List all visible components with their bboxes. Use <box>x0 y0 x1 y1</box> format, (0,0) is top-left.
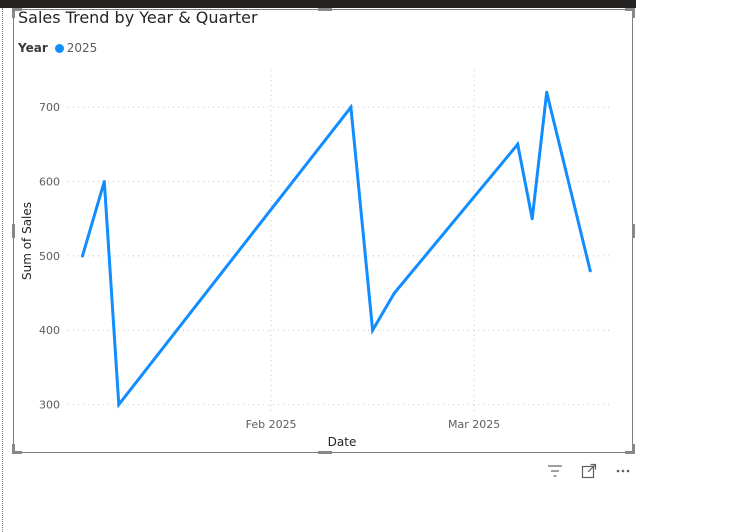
data-point-7 <box>530 217 534 221</box>
resize-handle-bottom[interactable] <box>318 451 332 454</box>
resize-handle-bottom-left[interactable] <box>12 451 22 454</box>
data-point-8 <box>545 90 549 94</box>
data-point-3 <box>349 105 353 109</box>
focus-mode-icon <box>581 463 597 479</box>
series-layer <box>81 90 592 409</box>
resize-handle-top-left[interactable] <box>12 8 22 11</box>
x-tick-label-0: Feb 2025 <box>246 418 297 431</box>
x-axis-title: Date <box>328 435 357 449</box>
resize-handle-left[interactable] <box>12 224 15 238</box>
gridlines <box>68 70 612 412</box>
legend-marker-icon <box>54 43 64 53</box>
top-bar-gap <box>636 0 745 8</box>
data-point-0 <box>81 254 85 258</box>
data-point-9 <box>588 269 592 273</box>
resize-handle-bottom-left-v[interactable] <box>12 444 15 454</box>
y-axis-ticks: 300 400 500 600 700 <box>39 101 60 411</box>
resize-handle-top-left-v[interactable] <box>12 8 15 18</box>
focus-mode-button[interactable] <box>572 460 606 482</box>
resize-handle-top-right-v[interactable] <box>632 8 635 18</box>
resize-handle-top-right[interactable] <box>625 8 635 11</box>
more-options-icon <box>616 469 630 473</box>
legend: Year 2025 <box>18 40 97 56</box>
filter-button[interactable] <box>538 460 572 482</box>
filter-icon <box>548 465 562 477</box>
visual-header-toolbar <box>538 460 640 482</box>
y-tick-label-700: 700 <box>39 101 60 114</box>
resize-handle-right[interactable] <box>632 224 635 238</box>
x-tick-label-1: Mar 2025 <box>448 418 500 431</box>
legend-title: Year <box>18 41 48 55</box>
x-axis-ticks: Feb 2025 Mar 2025 <box>246 418 501 431</box>
resize-handle-bottom-right[interactable] <box>625 451 635 454</box>
resize-handle-top[interactable] <box>318 8 332 11</box>
y-tick-label-400: 400 <box>39 324 60 337</box>
data-point-1 <box>102 180 106 184</box>
y-tick-label-500: 500 <box>39 250 60 263</box>
top-bar <box>0 0 745 8</box>
series-line-2025 <box>81 91 592 409</box>
y-tick-label-600: 600 <box>39 176 60 189</box>
canvas-edge <box>2 8 3 532</box>
more-options-button[interactable] <box>606 460 640 482</box>
y-axis-title: Sum of Sales <box>20 202 34 280</box>
legend-entry-2025[interactable]: 2025 <box>66 41 98 55</box>
y-tick-label-300: 300 <box>39 399 60 412</box>
data-point-4 <box>371 328 375 332</box>
data-point-5 <box>392 291 396 295</box>
resize-handle-bottom-right-v[interactable] <box>632 444 635 454</box>
data-point-2 <box>117 403 121 407</box>
data-point-6 <box>516 142 520 146</box>
chart-title: Sales Trend by Year & Quarter <box>18 8 258 27</box>
